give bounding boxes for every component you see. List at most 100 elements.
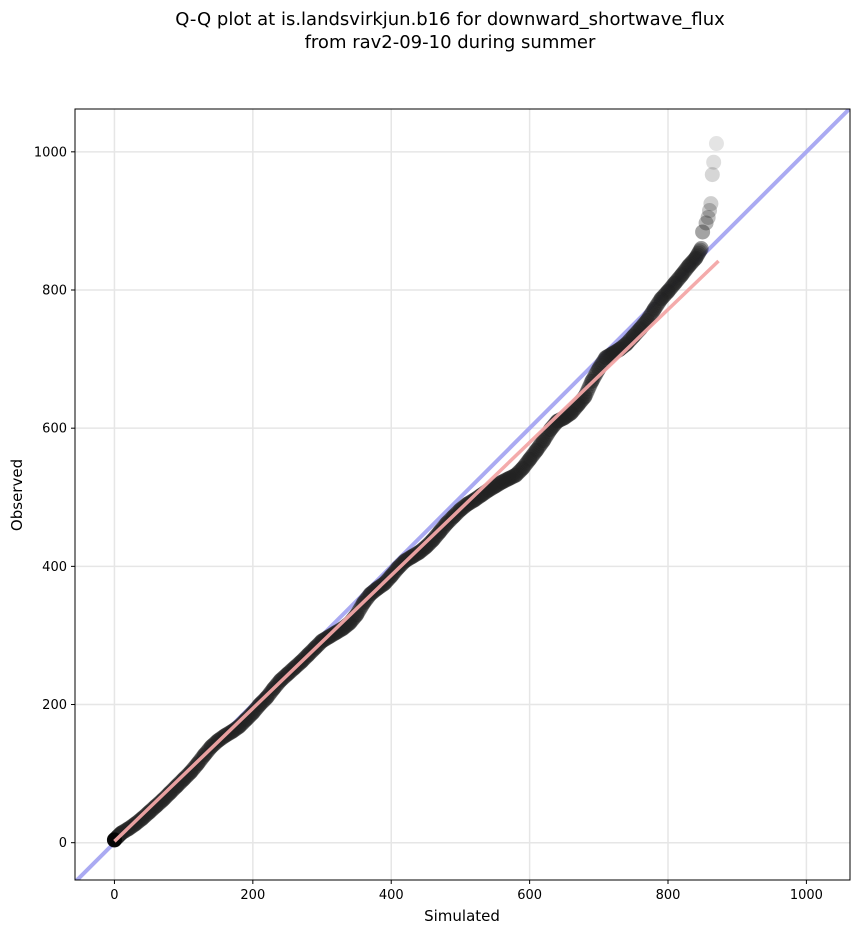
quantile-point	[427, 529, 443, 545]
quantile-point	[564, 404, 580, 420]
quantile-point	[256, 692, 272, 708]
x-tick-label: 0	[110, 888, 118, 903]
quantile-point	[128, 815, 144, 831]
quantile-point	[492, 475, 508, 491]
quantile-point	[330, 623, 346, 639]
quantile-point	[587, 367, 603, 383]
grid	[75, 109, 850, 880]
quantile-point	[530, 441, 546, 457]
quantile-point	[586, 369, 602, 385]
quantile-point	[184, 763, 200, 779]
quantile-point	[226, 722, 242, 738]
quantile-point	[533, 436, 549, 452]
quantile-point	[177, 770, 193, 786]
quantile-point	[690, 247, 706, 263]
quantile-point	[223, 724, 239, 740]
quantile-point	[145, 801, 160, 817]
quantile-point	[420, 537, 436, 553]
y-tick-label: 800	[42, 284, 67, 299]
quantile-point	[431, 525, 447, 541]
quantile-point	[640, 311, 656, 327]
quantile-point	[648, 298, 664, 314]
quantile-point	[702, 203, 718, 219]
quantile-point	[698, 215, 714, 231]
fit-line-layer	[113, 259, 720, 843]
quantile-point	[535, 433, 551, 449]
quantile-point	[240, 709, 256, 725]
quantile-point	[672, 270, 688, 286]
quantile-point	[488, 478, 504, 494]
quantile-point	[499, 472, 515, 488]
quantile-point	[258, 691, 274, 707]
quantile-point	[179, 768, 195, 784]
quantile-point	[647, 300, 663, 316]
quantile-point	[140, 805, 156, 821]
quantile-point	[685, 253, 701, 269]
quantile-point	[511, 464, 527, 480]
quantile-point	[677, 262, 693, 278]
quantile-point	[645, 303, 661, 319]
quantile-point	[409, 546, 425, 562]
quantile-point	[670, 271, 686, 287]
quantile-point	[706, 154, 722, 170]
quantile-point	[661, 282, 677, 298]
quantile-point	[580, 381, 596, 397]
quantile-point	[519, 454, 535, 470]
quantile-point	[181, 765, 197, 781]
quantile-point	[497, 472, 513, 488]
quantile-point	[486, 479, 502, 495]
quantile-point	[517, 457, 533, 473]
quantile-point	[168, 779, 184, 795]
quantile-points	[106, 136, 724, 848]
quantile-point	[236, 714, 252, 730]
quantile-point	[652, 293, 668, 309]
quantile-point	[595, 353, 611, 369]
quantile-point	[247, 702, 263, 718]
quantile-point	[666, 276, 682, 292]
quantile-point	[139, 806, 155, 822]
quantile-point	[643, 307, 659, 323]
quantile-point	[239, 711, 255, 727]
quantile-point	[159, 787, 175, 803]
quantile-point	[135, 809, 151, 825]
quantile-point	[651, 294, 667, 310]
quantile-point	[170, 777, 186, 793]
quantile-point	[166, 780, 182, 796]
quantile-point	[465, 493, 481, 509]
quantile-point	[597, 352, 613, 368]
quantile-point	[509, 466, 525, 482]
quantile-point	[426, 531, 442, 547]
quantile-point	[654, 290, 670, 306]
quantile-point	[684, 254, 700, 270]
quantile-point	[525, 447, 541, 463]
quantile-point	[244, 706, 260, 722]
quantile-point	[161, 786, 177, 802]
quantile-point	[186, 760, 202, 776]
x-tick-label: 800	[656, 888, 681, 903]
quantile-point	[703, 196, 719, 212]
quantile-point	[669, 272, 685, 288]
quantile-point	[500, 471, 516, 487]
quantile-point	[695, 224, 711, 240]
quantile-point	[237, 713, 253, 729]
quantile-point	[164, 783, 180, 799]
quantile-point	[351, 603, 367, 619]
quantile-point	[675, 265, 691, 281]
quantile-point	[251, 698, 267, 714]
quantile-point	[599, 349, 615, 365]
y-tick-label: 400	[42, 560, 67, 575]
chart-title-line-1: Q-Q plot at is.landsvirkjun.b16 for down…	[175, 9, 725, 30]
quantile-point	[327, 625, 343, 641]
quantile-point	[172, 775, 188, 791]
quantile-point	[512, 463, 528, 479]
quantile-point	[229, 720, 245, 736]
x-tick-label: 1000	[790, 888, 823, 903]
quantile-point	[655, 288, 671, 304]
quantile-point	[691, 244, 707, 260]
quantile-point	[683, 255, 699, 271]
plot-frame	[74, 108, 851, 881]
quantile-point	[142, 803, 158, 819]
quantile-point	[246, 703, 262, 719]
quantile-point	[138, 807, 154, 823]
